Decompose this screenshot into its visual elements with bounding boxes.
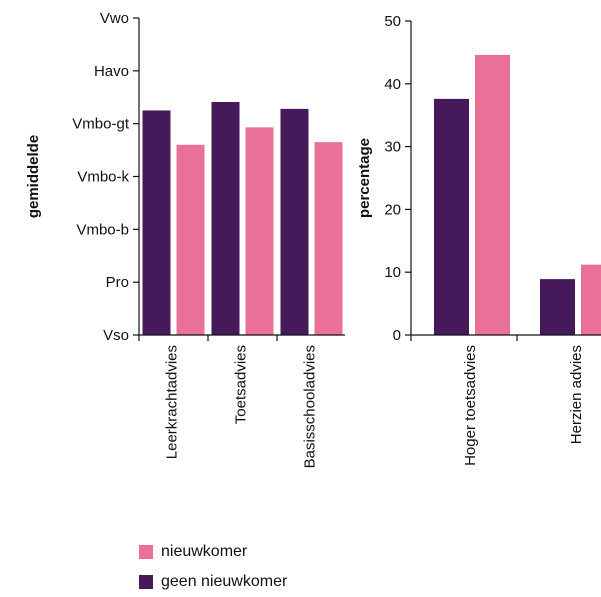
bar-nieuwkomer-herzien-advies [581, 264, 601, 335]
y-tick-label-2-40: 40 [384, 76, 401, 93]
legend-swatch-nieuwkomer [139, 545, 153, 559]
y-tick-label-1-vwo: Vwo [100, 10, 129, 27]
y-tick-label-1-vmbo-k: Vmbo-k [77, 169, 129, 186]
y-tick-label-2-20: 20 [384, 201, 401, 218]
y-axis-title-gemiddelde: gemiddelde [25, 135, 42, 218]
y-tick-label-1-havo: Havo [94, 63, 129, 80]
bar-nieuwkomer-toetsadvies [245, 127, 274, 336]
bar-nieuwkomer-leerkrachtadvies [176, 144, 205, 335]
y-tick-label-1-pro: Pro [106, 274, 129, 291]
legend-item-geen-nieuwkomer: geen nieuwkomer [139, 567, 287, 597]
legend-swatch-geen-nieuwkomer [139, 575, 153, 589]
y-tick-label-2-50: 50 [384, 13, 401, 30]
legend-item-nieuwkomer: nieuwkomer [139, 537, 287, 567]
bar-geen-nieuwkomer-herzien-advies [540, 279, 575, 335]
y-tick-label-1-vmbo-b: Vmbo-b [76, 221, 129, 238]
bar-geen-nieuwkomer-hoger-toetsadvies [434, 98, 469, 335]
y-tick-label-2-0: 0 [393, 327, 401, 344]
bar-nieuwkomer-basisschooladvies [314, 142, 343, 335]
bar-geen-nieuwkomer-basisschooladvies [280, 108, 309, 335]
legend-label-geen-nieuwkomer: geen nieuwkomer [161, 573, 288, 590]
x-tick-label-leerkrachtadvies: Leerkrachtadvies [164, 345, 181, 459]
bar-nieuwkomer-hoger-toetsadvies [475, 54, 510, 336]
bar-geen-nieuwkomer-toetsadvies [211, 102, 240, 335]
y-tick-label-2-10: 10 [384, 264, 401, 281]
bar-geen-nieuwkomer-leerkrachtadvies [142, 110, 171, 335]
y-tick-label-1-vmbo-gt: Vmbo-gt [72, 116, 130, 133]
x-tick-label-hoger-toetsadvies: Hoger toetsadvies [462, 345, 479, 466]
x-tick-label-herzien-advies: Herzien advies [568, 345, 585, 444]
x-tick-label-toetsadvies: Toetsadvies [233, 345, 250, 424]
y-axis-title-percentage: percentage [356, 138, 373, 218]
legend-label-nieuwkomer: nieuwkomer [161, 543, 248, 560]
x-tick-label-basisschooladvies: Basisschooladvies [302, 345, 319, 468]
y-tick-label-1-vso: Vso [103, 327, 129, 344]
legend: nieuwkomer geen nieuwkomer [139, 537, 287, 597]
y-tick-label-2-30: 30 [384, 139, 401, 156]
